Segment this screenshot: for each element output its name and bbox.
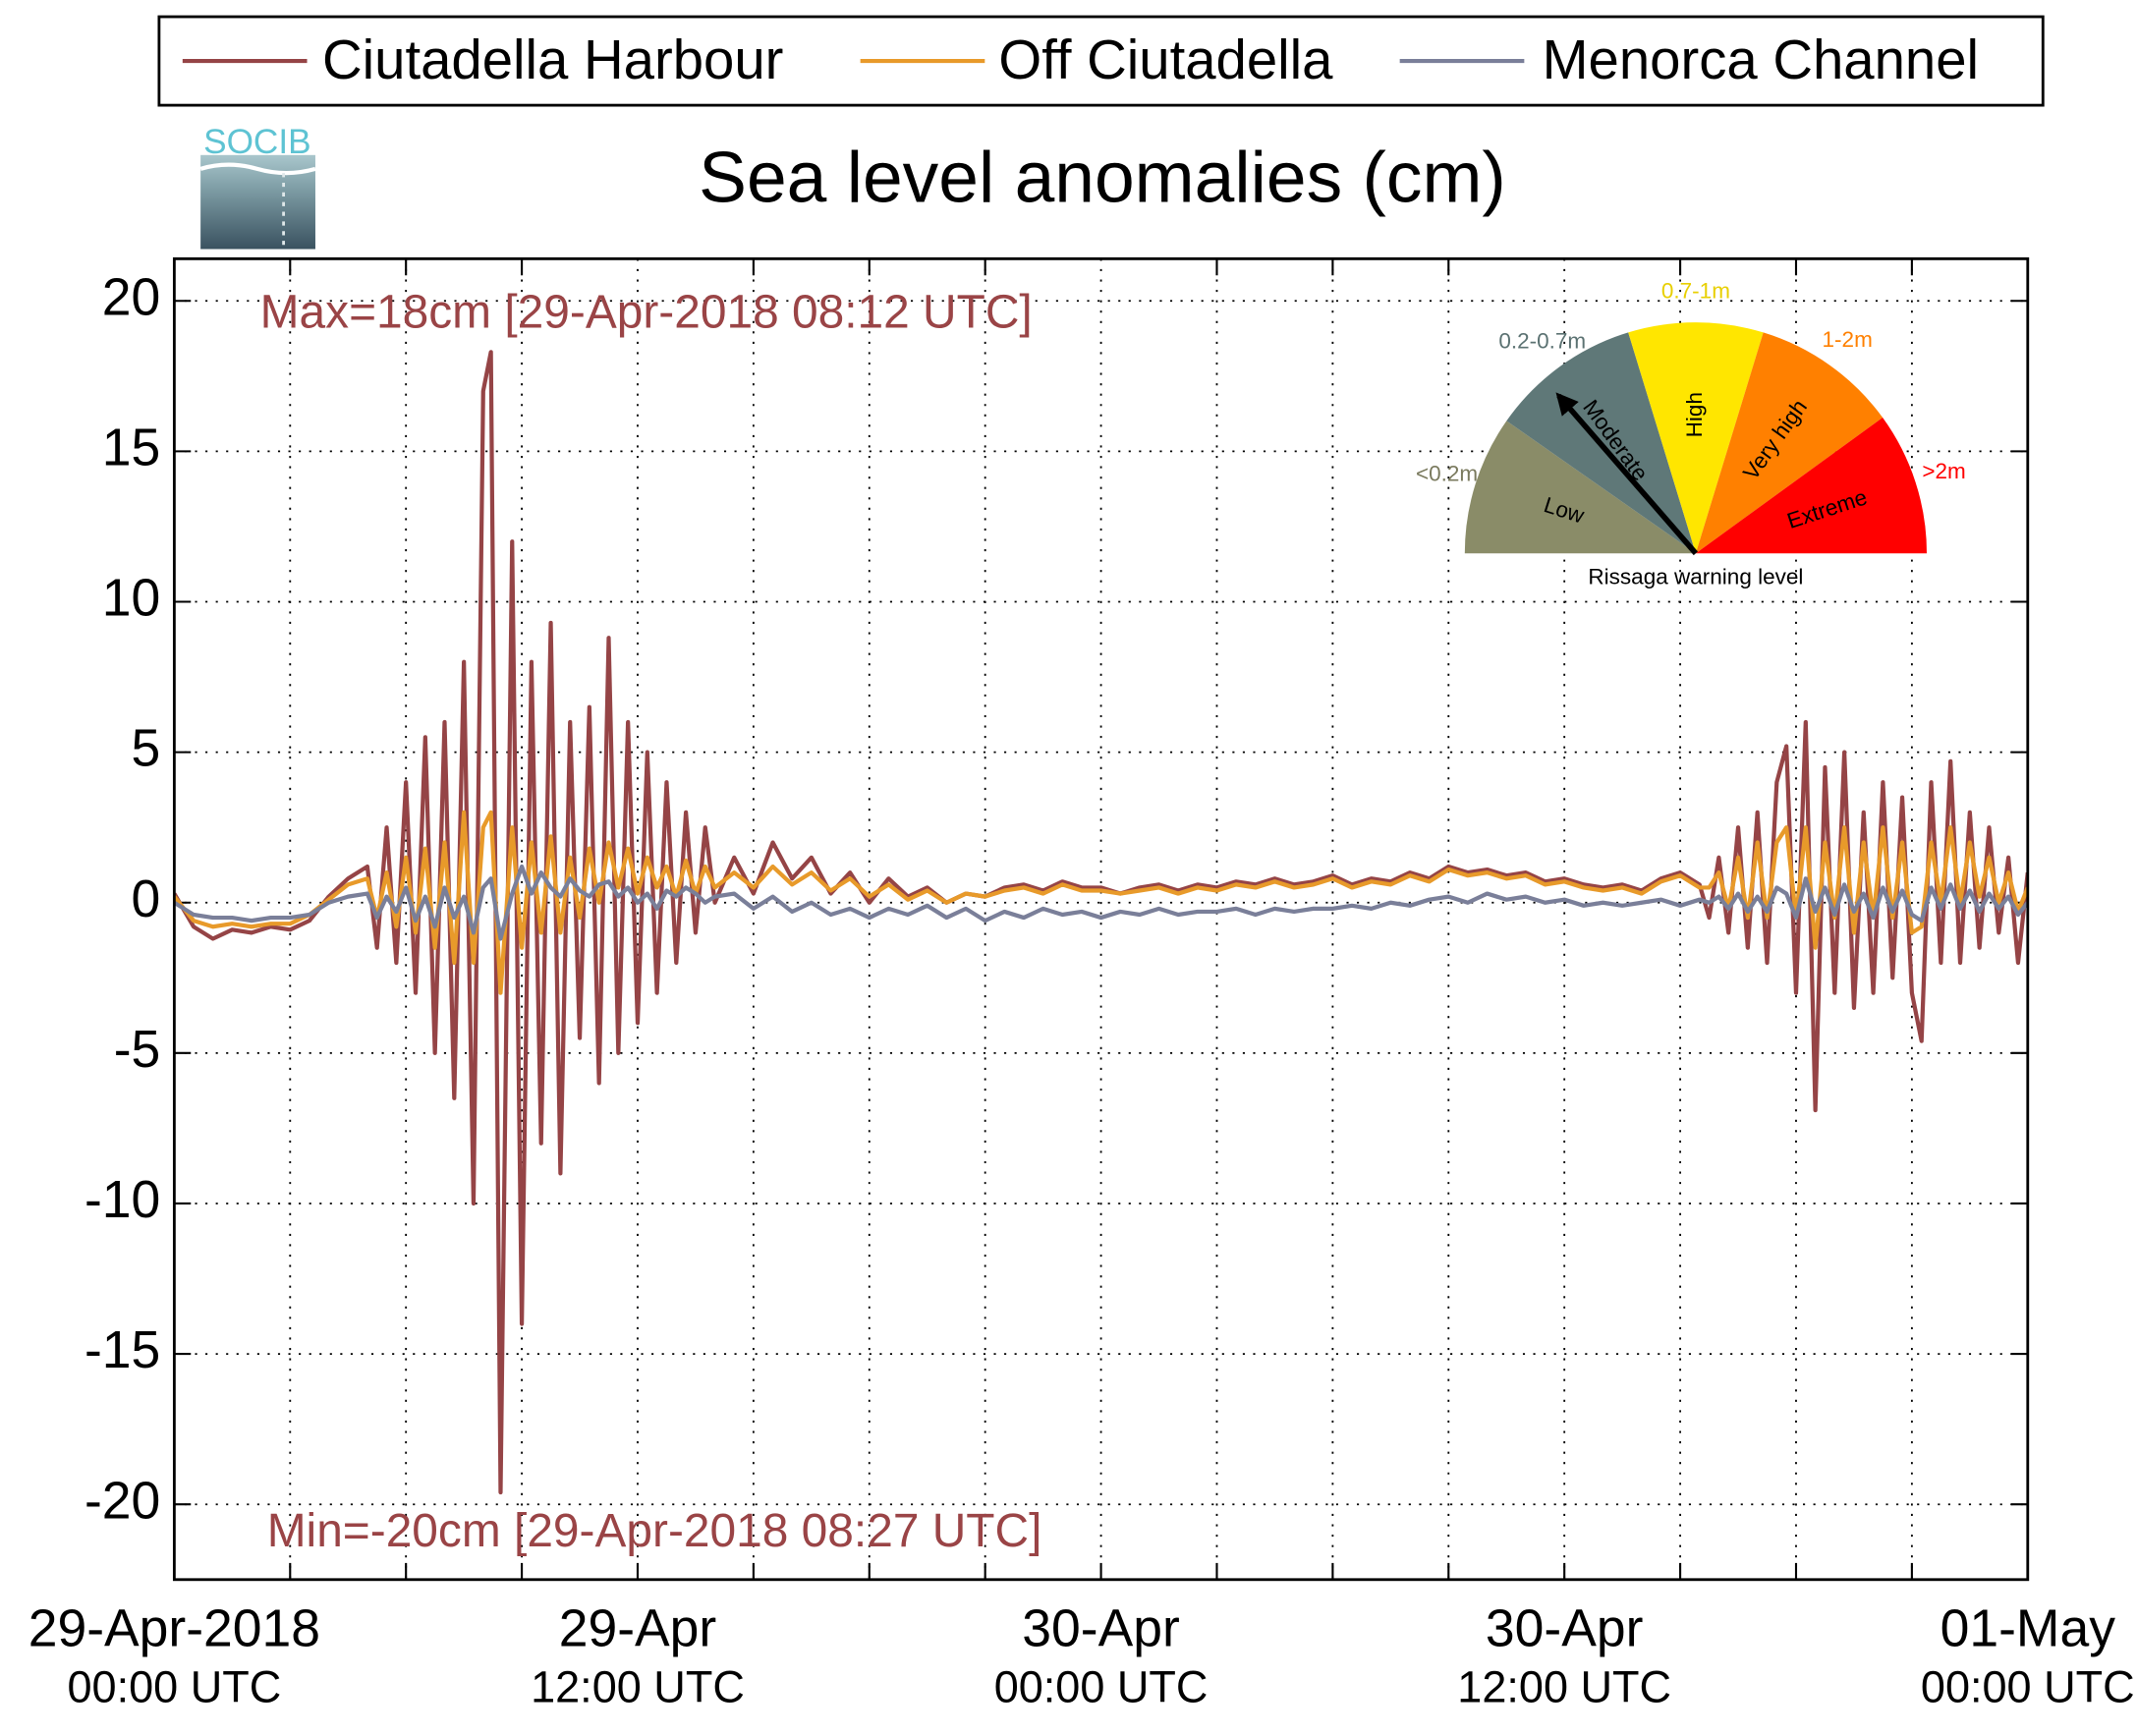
x-tick-sublabel: 00:00 UTC: [1921, 1661, 2135, 1711]
x-tick-sublabel: 12:00 UTC: [1457, 1661, 1671, 1711]
x-tick-label: 29-Apr: [559, 1599, 717, 1657]
x-tick-label: 30-Apr: [1486, 1599, 1644, 1657]
y-tick-label: 10: [102, 570, 160, 628]
x-tick-label: 30-Apr: [1022, 1599, 1180, 1657]
y-tick-label: -15: [84, 1321, 160, 1379]
gauge-range-label: 0.7-1m: [1661, 279, 1730, 304]
y-tick-label: 15: [102, 420, 160, 477]
gauge-sector: [1695, 418, 1928, 554]
annotation: Min=-20cm [29-Apr-2018 08:27 UTC]: [267, 1505, 1042, 1557]
series-group: [174, 350, 2028, 1495]
x-tick-sublabel: 00:00 UTC: [68, 1661, 282, 1711]
y-tick-label: 0: [132, 870, 161, 928]
x-tick-label: 01-May: [1940, 1599, 2116, 1657]
gauge-sector: [1464, 420, 1696, 554]
gauge-range-label: <0.2m: [1416, 461, 1478, 485]
series-line: [174, 864, 2028, 941]
x-tick-sublabel: 12:00 UTC: [531, 1661, 745, 1711]
legend-label: Ciutadella Harbour: [322, 28, 783, 90]
gauge-level-name: High: [1682, 392, 1707, 437]
logo-text: SOCIB: [203, 123, 311, 161]
gauge-needle: [1555, 392, 1699, 556]
gauge-range-label: >2m: [1922, 459, 1965, 483]
y-tick-label: 5: [132, 720, 161, 778]
annotation: Max=18cm [29-Apr-2018 08:12 UTC]: [260, 287, 1033, 339]
y-tick-label: -10: [84, 1171, 160, 1229]
y-tick-label: -20: [84, 1472, 160, 1530]
plot-border: [172, 256, 2030, 1582]
gauge-title: Rissaga warning level: [1588, 565, 1803, 589]
legend-box: [157, 15, 2045, 107]
gauge-range-label: 0.2-0.7m: [1498, 328, 1586, 353]
gauge-sector: [1628, 322, 1764, 554]
legend-label: Menorca Channel: [1543, 28, 1979, 90]
legend-label: Off Ciutadella: [998, 28, 1333, 90]
series-line: [174, 350, 2028, 1495]
y-tick-label: -5: [114, 1021, 161, 1079]
x-tick-label: 29-Apr-2018: [28, 1599, 320, 1657]
logo-wave: [199, 162, 316, 176]
x-tick-sublabel: 00:00 UTC: [994, 1661, 1209, 1711]
logo: SOCIB: [199, 123, 316, 250]
gauge-sector: [1695, 332, 1884, 554]
chart-title: Sea level anomalies (cm): [699, 137, 1506, 217]
y-tick-label: 20: [102, 268, 160, 326]
series-line: [174, 810, 2028, 995]
gauge-range-label: 1-2m: [1823, 327, 1873, 352]
